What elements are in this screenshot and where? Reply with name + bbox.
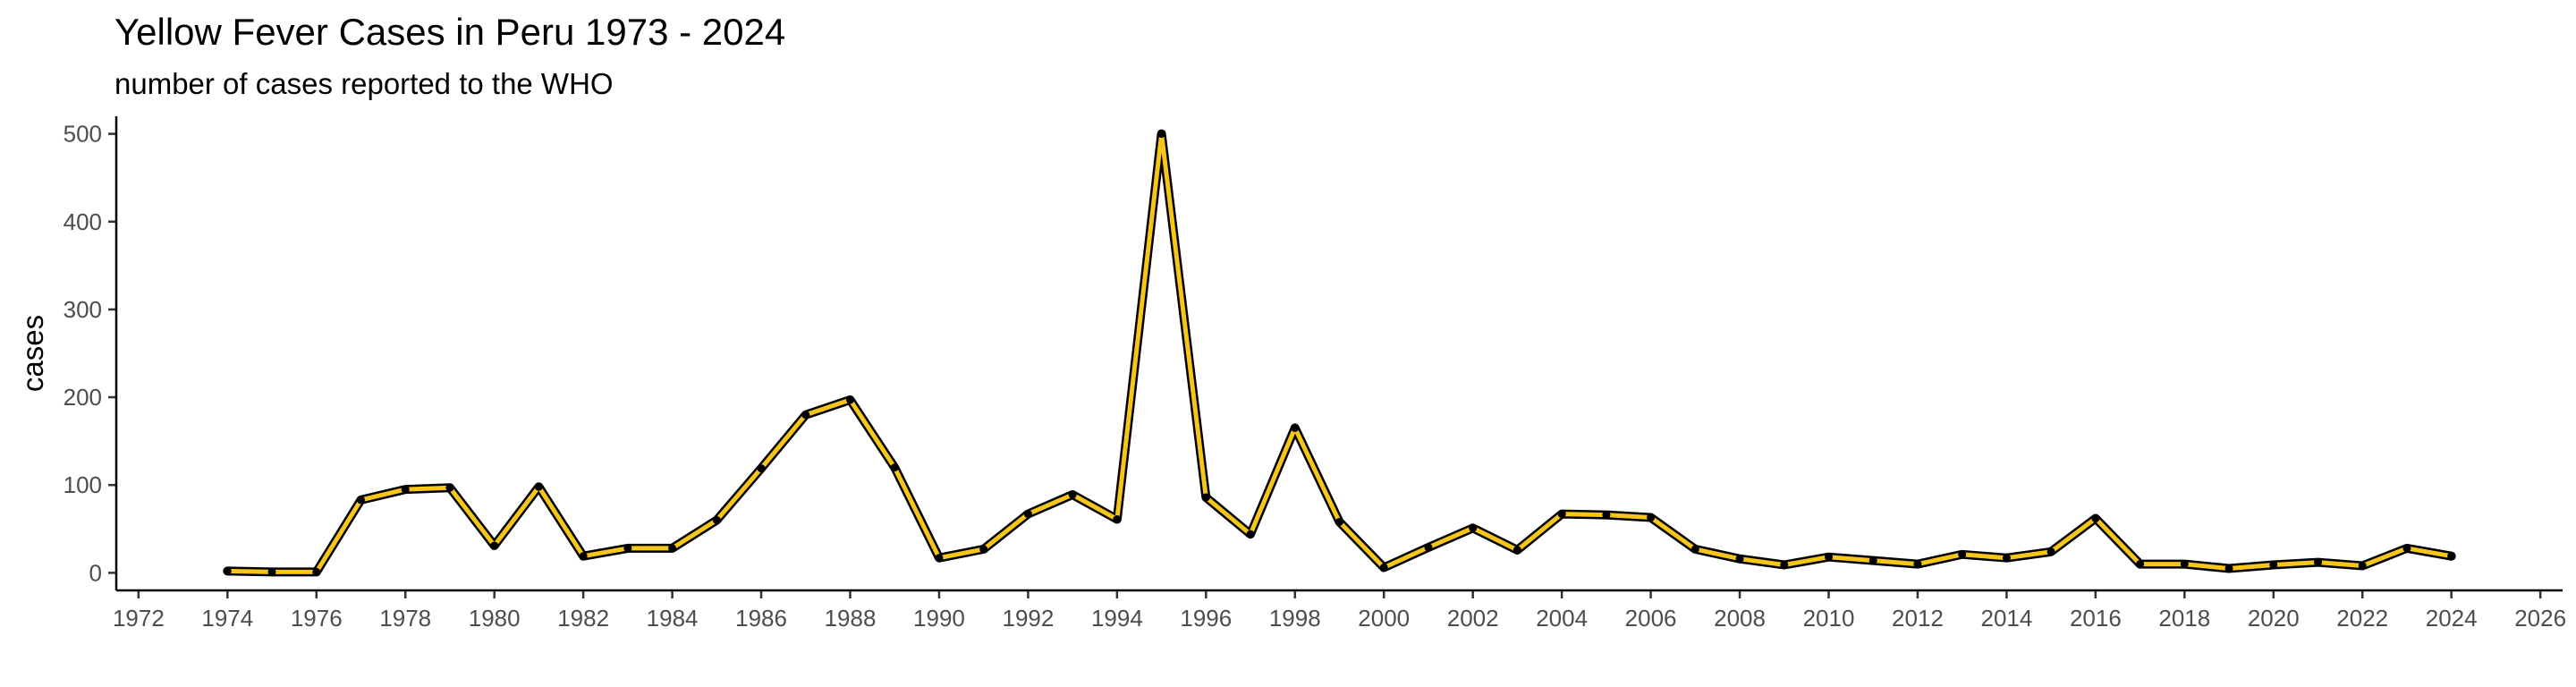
x-axis: 1972 1974 1976 1978 1980 1982 1984 1986 1988 1990… [113, 590, 2566, 632]
data-point [1913, 560, 1922, 569]
data-point [1246, 530, 1255, 539]
data-point [312, 567, 321, 576]
data-point [2269, 561, 2278, 570]
data-point [1735, 555, 1744, 564]
data-point [490, 541, 499, 550]
x-tick-label: 1976 [291, 605, 343, 632]
y-tick-label: 300 [64, 296, 102, 323]
data-point [2046, 547, 2055, 556]
x-tick-label: 2002 [1447, 605, 1499, 632]
data-point [1958, 550, 1967, 559]
x-tick-label: 1996 [1180, 605, 1232, 632]
data-point [1647, 513, 1656, 522]
data-point [2447, 552, 2456, 561]
x-tick-label: 2018 [2158, 605, 2210, 632]
y-tick-label: 400 [64, 208, 102, 235]
data-point [1557, 510, 1566, 519]
data-point [712, 515, 721, 524]
chart-subtitle: number of cases reported to the WHO [114, 67, 614, 100]
x-tick-label: 1986 [735, 605, 787, 632]
data-point [1469, 523, 1478, 532]
data-point [579, 552, 588, 561]
data-point [1868, 556, 1877, 565]
x-tick-label: 1992 [1002, 605, 1054, 632]
data-point [1291, 423, 1300, 432]
data-point [1023, 510, 1032, 519]
data-point [2358, 562, 2367, 571]
data-point [668, 544, 677, 553]
x-tick-label: 1982 [557, 605, 609, 632]
data-point [2091, 514, 2100, 523]
x-tick-label: 1978 [379, 605, 431, 632]
x-tick-label: 1988 [825, 605, 877, 632]
data-point [2136, 560, 2145, 569]
series-cases [223, 129, 2456, 577]
x-tick-label: 2016 [2070, 605, 2122, 632]
x-tick-label: 1972 [113, 605, 165, 632]
data-point [1201, 493, 1210, 502]
y-tick-label: 100 [64, 471, 102, 498]
x-tick-label: 2020 [2248, 605, 2300, 632]
data-point [1780, 561, 1789, 570]
data-point [1513, 546, 1521, 555]
x-tick-label: 1998 [1269, 605, 1321, 632]
y-tick-label: 0 [89, 559, 102, 586]
data-point [1825, 553, 1833, 562]
x-tick-label: 2000 [1358, 605, 1410, 632]
x-tick-label: 2024 [2426, 605, 2478, 632]
data-point [623, 544, 632, 553]
x-tick-label: 2014 [1980, 605, 2032, 632]
series-line-outline [223, 129, 2456, 577]
data-point [401, 485, 410, 494]
x-tick-label: 1984 [647, 605, 699, 632]
x-tick-label: 2008 [1714, 605, 1766, 632]
x-tick-label: 1974 [201, 605, 253, 632]
chart-title: Yellow Fever Cases in Peru 1973 - 2024 [114, 11, 785, 53]
data-point [2402, 544, 2411, 553]
data-point [1068, 490, 1077, 499]
x-tick-label: 1980 [469, 605, 521, 632]
data-point [2002, 554, 2011, 563]
y-axis: 0 100 200 300 400 500 [64, 121, 116, 586]
data-point [267, 567, 276, 576]
x-tick-label: 2012 [1892, 605, 1944, 632]
data-point [2314, 558, 2322, 567]
data-point [534, 482, 543, 491]
data-point [801, 411, 810, 420]
data-point [1379, 563, 1388, 572]
x-tick-label: 2004 [1536, 605, 1588, 632]
data-point [1157, 130, 1166, 139]
data-point [1690, 545, 1699, 554]
data-point [2180, 560, 2189, 569]
data-point [979, 545, 988, 554]
data-point [890, 463, 899, 472]
x-tick-label: 1994 [1091, 605, 1143, 632]
data-point [2224, 564, 2233, 572]
series-line [225, 131, 2454, 574]
x-tick-label: 2006 [1625, 605, 1677, 632]
data-point [1602, 511, 1611, 520]
y-tick-label: 500 [64, 121, 102, 148]
data-point [846, 395, 854, 404]
x-tick-label: 2026 [2514, 605, 2566, 632]
data-point [1424, 543, 1433, 552]
data-point [1335, 517, 1343, 526]
data-point [445, 483, 454, 492]
x-tick-label: 2022 [2336, 605, 2388, 632]
data-point [757, 464, 766, 473]
data-point [357, 496, 365, 505]
x-tick-label: 1990 [913, 605, 965, 632]
y-axis-label: cases [16, 315, 49, 392]
data-point [223, 566, 232, 575]
data-point [935, 554, 944, 563]
y-tick-label: 200 [64, 384, 102, 411]
data-point [1113, 515, 1122, 523]
x-tick-label: 2010 [1803, 605, 1855, 632]
